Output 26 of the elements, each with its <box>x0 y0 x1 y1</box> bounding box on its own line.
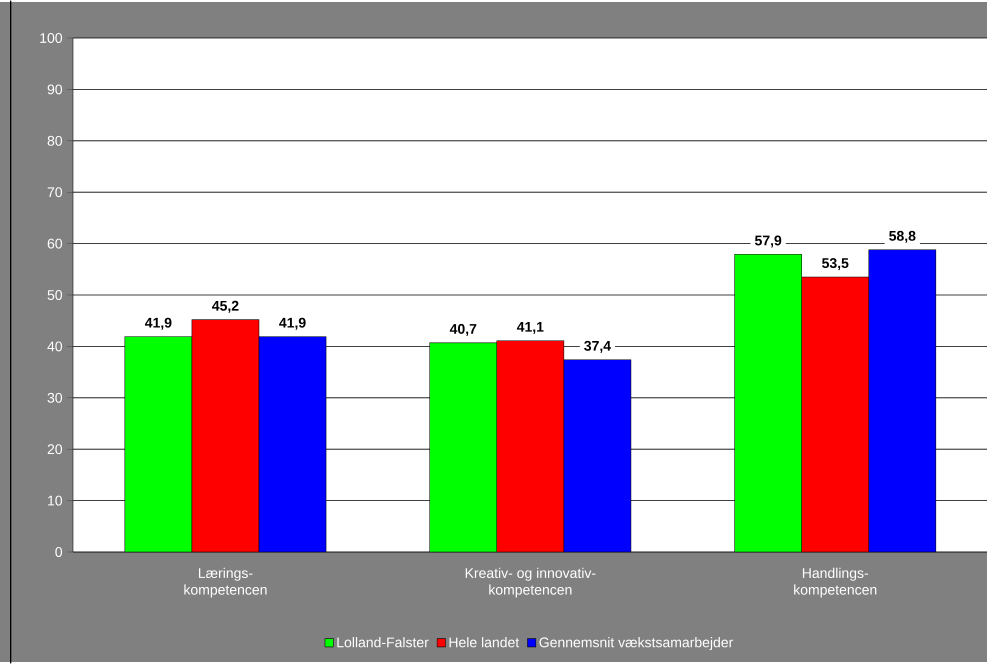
y-tick-label: 0 <box>55 547 62 557</box>
data-label: 41,9 <box>279 318 306 330</box>
legend-label: Hele landet <box>450 637 520 648</box>
legend-label: Gennemsnit vækstsamarbejder <box>539 637 734 650</box>
legend-label: Lolland-Falster <box>337 637 429 648</box>
data-label: 45,2 <box>212 300 238 313</box>
y-tick-label: 90 <box>48 84 62 94</box>
data-label: 37,4 <box>584 340 611 353</box>
y-tick-label: 100 <box>40 33 62 43</box>
y-tick-label: 20 <box>48 444 62 454</box>
data-label: 40,7 <box>450 324 476 336</box>
y-tick-label: 70 <box>48 187 62 198</box>
y-tick-label: 40 <box>47 341 62 352</box>
data-label: 41,1 <box>516 322 544 334</box>
y-tick-label: 30 <box>48 392 62 403</box>
y-tick-label: 60 <box>48 238 62 249</box>
x-tick-label: Kreativ- og innovativ- kompetencen <box>466 568 596 598</box>
x-tick-label: Handlings- kompetencen <box>794 568 876 598</box>
data-label: 57,9 <box>754 236 782 248</box>
x-tick-label: Lærings- kompetencen <box>184 568 267 598</box>
y-tick-label: 50 <box>48 290 62 300</box>
data-label: 53,5 <box>822 258 848 270</box>
y-tick-label: 10 <box>48 496 62 506</box>
data-label: 58,8 <box>889 230 916 243</box>
data-label: 41,9 <box>144 318 172 330</box>
y-tick-label: 80 <box>48 136 62 146</box>
